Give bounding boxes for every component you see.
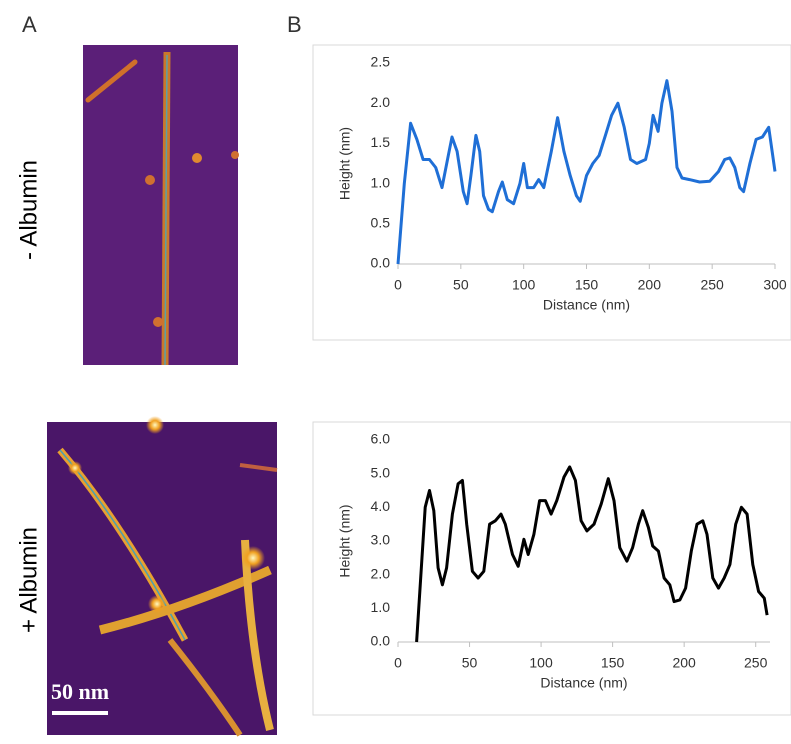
y-tick-label: 6.0 [371, 431, 391, 447]
data-line [396, 79, 777, 265]
chart-frame [312, 421, 791, 716]
x-tick-label: 150 [575, 277, 599, 293]
y-tick-label: 0.5 [371, 215, 391, 231]
y-axis-title: Height (nm) [337, 504, 353, 577]
data-line [415, 465, 769, 643]
x-tick-label: 250 [744, 655, 768, 671]
x-tick-label: 200 [638, 277, 662, 293]
row-label: - Albumin [15, 160, 42, 260]
y-tick-label: 5.0 [371, 464, 391, 480]
afm-image [83, 45, 239, 366]
y-tick-label: 0.0 [371, 633, 391, 649]
y-tick-label: 2.0 [371, 565, 391, 581]
y-tick-label: 1.0 [371, 599, 391, 615]
y-tick-label: 1.5 [371, 134, 391, 150]
row-label: + Albumin [15, 527, 42, 633]
x-tick-label: 0 [394, 655, 402, 671]
chart-frame [312, 44, 791, 341]
x-axis-title: Distance (nm) [543, 297, 630, 313]
scale-bar-label: 50 nm [51, 679, 109, 704]
x-tick-label: 100 [512, 277, 536, 293]
y-tick-label: 3.0 [371, 532, 391, 548]
x-tick-label: 250 [700, 277, 724, 293]
x-tick-label: 50 [453, 277, 469, 293]
y-tick-label: 0.0 [371, 255, 391, 271]
panel-label: B [287, 12, 302, 37]
x-tick-label: 100 [529, 655, 553, 671]
y-tick-label: 2.0 [371, 94, 391, 110]
y-tick-label: 4.0 [371, 498, 391, 514]
x-tick-label: 200 [672, 655, 696, 671]
afm-image: 50 nm [47, 416, 278, 737]
panel-label: A [22, 12, 37, 37]
x-tick-label: 150 [601, 655, 625, 671]
x-tick-label: 50 [462, 655, 478, 671]
y-axis-title: Height (nm) [337, 127, 353, 200]
x-tick-label: 0 [394, 277, 402, 293]
y-tick-label: 2.5 [371, 54, 391, 70]
x-tick-label: 300 [763, 277, 787, 293]
x-axis-title: Distance (nm) [540, 675, 627, 691]
y-tick-label: 1.0 [371, 174, 391, 190]
